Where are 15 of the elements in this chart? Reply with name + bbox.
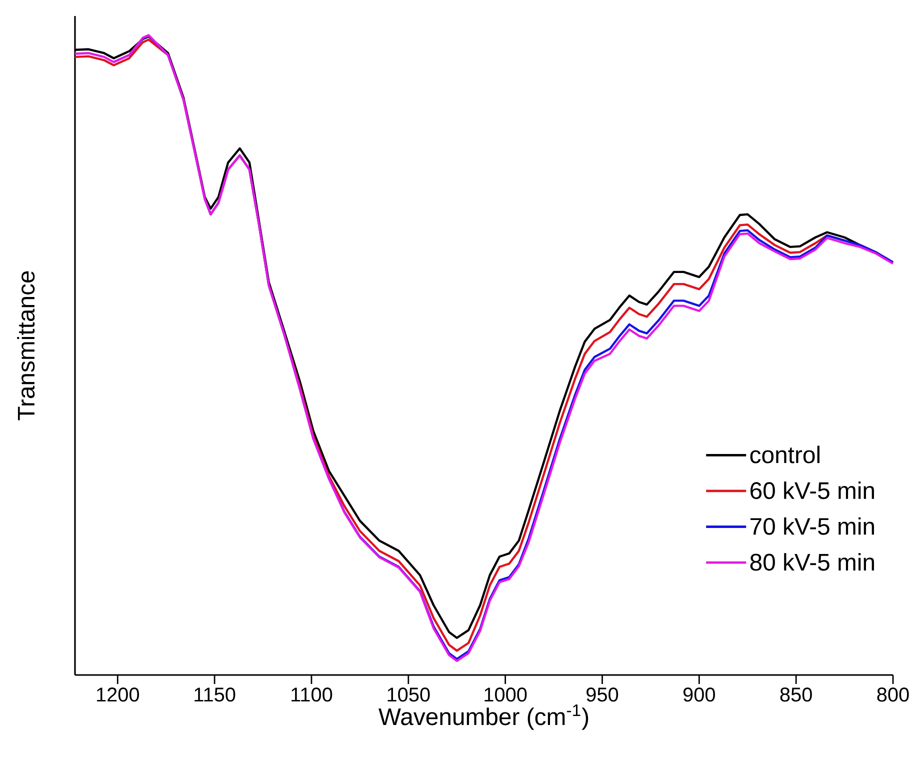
x-tick-label: 950 — [586, 688, 618, 702]
x-tick-label: 1200 — [96, 688, 139, 702]
x-tick-label: 1100 — [292, 688, 332, 702]
x-tick-label: 1150 — [194, 688, 236, 702]
x-tick-label: 850 — [780, 688, 812, 702]
legend-label: 80 kV-5 min — [750, 553, 874, 571]
legend-label: 60 kV-5 min — [750, 482, 874, 500]
x-axis-title: Wavenumber (cm$^{-1}$) — [378, 704, 588, 730]
legend-label: 70 kV-5 min — [750, 517, 874, 535]
legend-label: control — [750, 446, 820, 464]
x-tick-label: 1050 — [388, 688, 430, 702]
x-tick-label: 900 — [683, 688, 715, 702]
x-tick-label: 1000 — [484, 688, 527, 702]
y-axis-title: Transmittance — [17, 271, 35, 420]
x-tick-label: 800 — [877, 688, 909, 702]
